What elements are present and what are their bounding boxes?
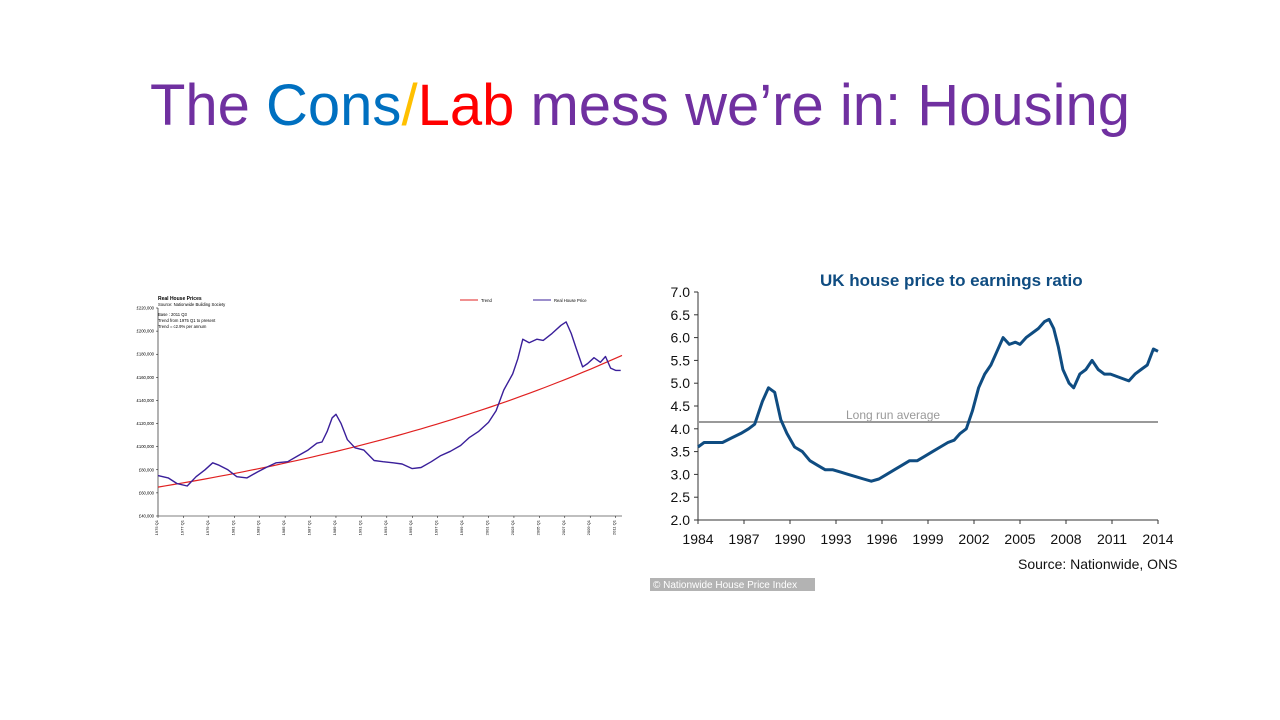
right-y-tick-label: 5.0 [671, 375, 691, 391]
left-x-tick-label: 2007 Q1 [561, 519, 566, 535]
left-x-tick-label: 2003 Q1 [510, 519, 515, 535]
right-x-tick-label: 2002 [958, 531, 989, 547]
right-x-tick-label: 1996 [866, 531, 897, 547]
left-x-tick-label: 1993 Q1 [383, 519, 388, 535]
left-y-tick-label: £160,000 [137, 375, 155, 380]
right-x-tick-label: 2005 [1004, 531, 1035, 547]
left-chart-note-base: Base : 2011 Q3 [158, 312, 187, 317]
right-chart-title: UK house price to earnings ratio [820, 271, 1083, 290]
left-x-tick-label: 1997 Q1 [434, 519, 439, 535]
title-part-slash: / [401, 73, 418, 138]
title-part-the: The [149, 73, 267, 138]
price-to-earnings-line [697, 317, 1159, 483]
right-y-tick-label: 7.0 [671, 284, 691, 300]
right-x-tick-label: 1999 [912, 531, 943, 547]
left-y-tick-label: £120,000 [137, 421, 155, 426]
left-x-tick-label: 2011 Q1 [612, 519, 617, 535]
right-y-tick-label: 2.5 [671, 489, 691, 505]
left-y-tick-label: £40,000 [139, 514, 155, 519]
left-chart-note-trend-rate: Trend = c2.9% per annum [158, 324, 207, 329]
left-y-tick-label: £140,000 [137, 398, 155, 403]
left-y-tick-label: £220,000 [137, 306, 155, 311]
left-chart-subtitle: Source: Nationwide Building Society [158, 302, 226, 307]
left-y-tick-label: £100,000 [137, 444, 155, 449]
slide-title: The Cons/Lab mess we’re in: Housing [0, 70, 1280, 142]
left-y-tick-label: £180,000 [137, 352, 155, 357]
right-x-tick-label: 1984 [682, 531, 713, 547]
left-x-tick-label: 2005 Q1 [535, 519, 540, 535]
right-x-tick-label: 1993 [820, 531, 851, 547]
right-x-tick-label: 2011 [1097, 531, 1127, 547]
right-y-tick-label: 4.5 [671, 398, 691, 414]
right-y-tick-label: 6.5 [671, 307, 691, 323]
right-x-tick-label: 2014 [1142, 531, 1173, 547]
left-x-tick-label: 2001 Q1 [485, 519, 490, 535]
left-x-tick-label: 2009 Q1 [586, 519, 591, 535]
right-y-tick-label: 3.5 [671, 444, 691, 460]
left-chart-title: Real House Prices [158, 296, 202, 302]
right-y-tick-label: 2.0 [671, 512, 691, 528]
left-x-tick-label: 1987 Q1 [307, 519, 312, 535]
left-chart-note-trend-range: Trend from 1975 Q1 to present [158, 318, 216, 323]
credit-text: © Nationwide House Price Index [653, 580, 797, 591]
title-part-rest: mess we’re in: Housing [514, 73, 1131, 138]
right-x-tick-label: 2008 [1050, 531, 1081, 547]
right-y-tick-label: 6.0 [671, 330, 691, 346]
right-x-tick-label: 1990 [774, 531, 805, 547]
left-y-tick-label: £60,000 [139, 490, 155, 495]
legend-label-real-price: Real House Price [554, 298, 587, 303]
left-y-tick-label: £200,000 [137, 329, 155, 334]
left-x-tick-label: 1991 Q1 [357, 519, 362, 535]
trend-line [157, 354, 623, 488]
real-house-prices-chart: Real House Prices Source: Nationwide Bui… [137, 296, 623, 535]
right-x-tick-label: 1987 [728, 531, 759, 547]
long-run-average-label: Long run average [846, 408, 940, 422]
left-x-tick-label: 1981 Q1 [230, 519, 235, 535]
right-y-tick-label: 5.5 [671, 352, 691, 368]
credit-badge [650, 578, 815, 591]
right-y-tick-label: 3.0 [671, 466, 691, 482]
left-x-tick-label: 1995 Q1 [408, 519, 413, 535]
legend-label-trend: Trend [481, 298, 492, 303]
left-x-tick-label: 1979 Q1 [205, 519, 210, 535]
right-chart-source: Source: Nationwide, ONS [1018, 556, 1178, 572]
left-y-tick-label: £80,000 [139, 467, 155, 472]
left-x-tick-label: 1989 Q1 [332, 519, 337, 535]
left-x-tick-label: 1999 Q1 [459, 519, 464, 535]
left-x-tick-label: 1983 Q1 [256, 519, 261, 535]
price-to-earnings-chart: UK house price to earnings ratio 7.0 6.5 6… [650, 271, 1178, 591]
left-x-tick-label: 1975 Q1 [154, 519, 159, 535]
right-y-tick-label: 4.0 [671, 421, 691, 437]
title-part-cons: Cons [266, 73, 402, 138]
real-house-price-line [157, 321, 621, 487]
left-x-tick-label: 1977 Q1 [179, 519, 184, 535]
title-part-lab: Lab [417, 73, 515, 138]
left-x-tick-label: 1985 Q1 [281, 519, 286, 535]
